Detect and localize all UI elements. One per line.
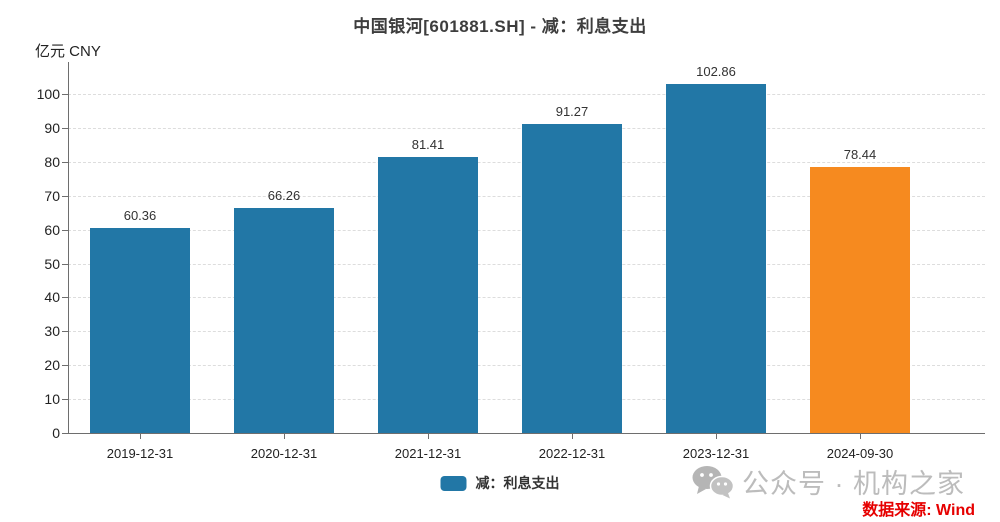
y-tick-80: [62, 161, 68, 163]
legend-item[interactable]: 减：利息支出: [440, 473, 560, 493]
y-axis-unit-label: 亿元 CNY: [35, 43, 101, 60]
legend-swatch: [440, 475, 467, 491]
y-tick-label-40: 40: [44, 289, 60, 306]
y-tick-30: [62, 331, 68, 333]
bar-2020-12-31[interactable]: [234, 208, 334, 433]
y-tick-label-20: 20: [44, 357, 60, 374]
x-axis-label-2024-09-30: 2024-09-30: [826, 446, 894, 461]
y-tick-label-30: 30: [44, 323, 60, 340]
x-tick-2024-09-30: [860, 433, 861, 439]
x-tick-2019-12-31: [140, 433, 141, 439]
y-tick-label-0: 0: [52, 425, 60, 441]
x-axis-label-2019-12-31: 2019-12-31: [106, 446, 174, 461]
wechat-icon: [692, 465, 734, 498]
y-tick-label-100: 100: [36, 86, 60, 102]
watermark: 公众号 · 机构之家: [692, 462, 965, 501]
y-tick-0: [62, 433, 68, 434]
y-tick-label-80: 80: [44, 153, 60, 170]
x-tick-2020-12-31: [284, 433, 285, 439]
y-tick-label-50: 50: [44, 255, 60, 272]
x-tick-2022-12-31: [572, 433, 573, 439]
y-tick-10: [62, 399, 68, 401]
bar-value-2023-12-31: 102.86: [696, 64, 736, 80]
x-tick-2023-12-31: [716, 433, 717, 439]
legend-label: 减：利息支出: [475, 475, 560, 491]
y-tick-50: [62, 263, 68, 265]
y-tick-20: [62, 365, 68, 367]
bar-2022-12-31[interactable]: [522, 123, 622, 433]
x-axis-label-2023-12-31: 2023-12-31: [682, 446, 750, 461]
watermark-text: 公众号 · 机构之家: [742, 469, 965, 499]
bar-2023-12-31[interactable]: [666, 84, 766, 433]
y-tick-90: [62, 127, 68, 129]
bar-value-2021-12-31: 81.41: [411, 137, 445, 153]
y-tick-60: [62, 229, 68, 231]
bar-value-2020-12-31: 66.26: [267, 188, 301, 204]
data-source-label: 数据来源: Wind: [862, 502, 975, 519]
x-axis-label-2021-12-31: 2021-12-31: [394, 446, 462, 461]
y-tick-label-60: 60: [44, 221, 60, 238]
y-tick-label-10: 10: [44, 391, 60, 408]
bar-value-2019-12-31: 60.36: [123, 208, 157, 224]
y-tick-100: [62, 94, 68, 95]
x-axis-line: [68, 433, 985, 434]
y-tick-40: [62, 297, 68, 299]
bar-2024-09-30[interactable]: [810, 167, 910, 433]
bar-2021-12-31[interactable]: [378, 157, 478, 433]
x-axis-label-2022-12-31: 2022-12-31: [538, 446, 606, 461]
x-axis-label-2020-12-31: 2020-12-31: [250, 446, 318, 461]
gridline-100: [68, 94, 985, 95]
bar-value-2024-09-30: 78.44: [843, 147, 877, 163]
bar-2019-12-31[interactable]: [90, 228, 190, 433]
chart-title: 中国银河[601881.SH] - 减：利息支出: [353, 17, 647, 36]
y-axis-line: [68, 62, 69, 433]
bar-value-2022-12-31: 91.27: [555, 103, 589, 119]
x-tick-2021-12-31: [428, 433, 429, 439]
y-tick-70: [62, 195, 68, 197]
y-tick-label-90: 90: [44, 119, 60, 136]
y-tick-label-70: 70: [44, 187, 60, 204]
